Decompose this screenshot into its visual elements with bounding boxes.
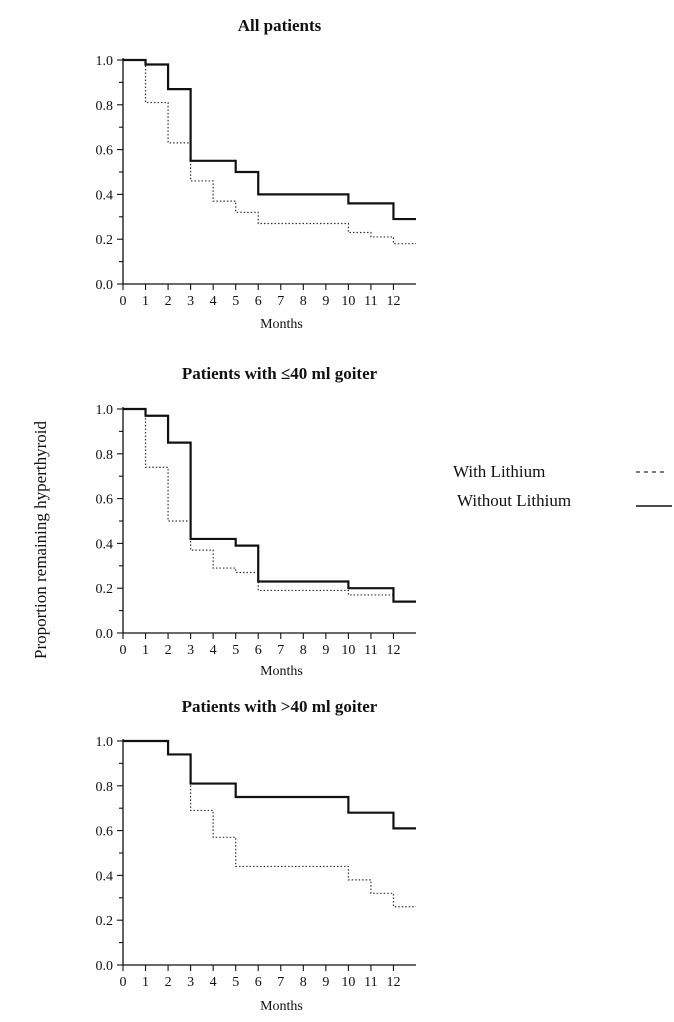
x-tick-label: 10 <box>341 975 355 990</box>
x-tick-label: 8 <box>300 975 307 990</box>
x-tick-label: 5 <box>232 294 239 309</box>
legend-label-without-lithium: Without Lithium <box>457 491 571 510</box>
y-tick-label: 0.6 <box>96 825 114 840</box>
series-line-without-lithium <box>123 739 416 830</box>
y-tick-label: 0.6 <box>96 144 114 159</box>
x-tick-label: 4 <box>210 643 217 658</box>
panel-title: Patients with >40 ml goiter <box>182 697 378 716</box>
y-tick-label: 0.2 <box>96 582 114 597</box>
x-tick-label: 11 <box>364 294 377 309</box>
x-tick-label: 1 <box>142 294 149 309</box>
y-tick-label: 0.2 <box>96 233 114 248</box>
legend-label-with-lithium: With Lithium <box>453 462 545 481</box>
x-tick-label: 10 <box>341 294 355 309</box>
y-tick-label: 0.4 <box>96 188 114 203</box>
y-axis-label: Proportion remaining hyperthyroid <box>31 421 50 659</box>
x-tick-label: 0 <box>120 975 127 990</box>
panel-title: Patients with ≤40 ml goiter <box>182 364 378 383</box>
x-tick-label: 7 <box>277 294 284 309</box>
x-tick-label: 5 <box>232 643 239 658</box>
y-tick-label: 0.8 <box>96 448 114 463</box>
chart-panel-le40-goiter: Patients with ≤40 ml goiter 0.0 0.2 0.4 0.6 0… <box>96 364 416 679</box>
x-tick-label: 12 <box>386 975 400 990</box>
x-tick-label: 5 <box>232 975 239 990</box>
x-tick-label: 2 <box>165 975 172 990</box>
x-tick-label: 1 <box>142 975 149 990</box>
y-tick-label: 1.0 <box>96 54 114 69</box>
y-tick-label: 0.2 <box>96 914 114 929</box>
x-tick-label: 8 <box>300 294 307 309</box>
x-tick-label: 2 <box>165 643 172 658</box>
x-tick-label: 3 <box>187 643 194 658</box>
y-tick-label: 1.0 <box>96 735 114 750</box>
x-tick-label: 9 <box>322 643 329 658</box>
y-tick-label: 1.0 <box>96 403 114 418</box>
x-tick-label: 9 <box>322 975 329 990</box>
y-tick-label: 0.0 <box>96 278 114 293</box>
y-tick-label: 0.4 <box>96 537 114 552</box>
x-axis-label: Months <box>260 317 303 332</box>
y-tick-label: 0.4 <box>96 869 114 884</box>
y-tick-label: 0.8 <box>96 780 114 795</box>
y-tick-label: 0.6 <box>96 493 114 508</box>
x-tick-label: 11 <box>364 975 377 990</box>
x-tick-label: 1 <box>142 643 149 658</box>
x-tick-label: 6 <box>255 975 262 990</box>
x-tick-label: 11 <box>364 643 377 658</box>
x-tick-label: 9 <box>322 294 329 309</box>
y-tick-label: 0.8 <box>96 99 114 114</box>
series-line-with-lithium <box>123 408 416 603</box>
panel-title: All patients <box>238 16 322 35</box>
series-line-without-lithium <box>123 58 416 221</box>
x-tick-label: 10 <box>341 643 355 658</box>
series-line-without-lithium <box>123 407 416 603</box>
series-line-with-lithium <box>123 740 416 908</box>
x-tick-label: 0 <box>120 294 127 309</box>
x-tick-label: 4 <box>210 294 217 309</box>
chart-panel-gt40-goiter: Patients with >40 ml goiter 0.0 0.2 0.4 0.6 0… <box>96 697 416 1014</box>
x-axis-label: Months <box>260 664 303 679</box>
y-tick-label: 0.0 <box>96 959 114 974</box>
x-tick-label: 6 <box>255 643 262 658</box>
x-tick-label: 3 <box>187 294 194 309</box>
x-tick-label: 4 <box>210 975 217 990</box>
x-tick-label: 12 <box>386 643 400 658</box>
x-tick-label: 12 <box>386 294 400 309</box>
series-line-with-lithium <box>123 59 416 245</box>
x-tick-label: 7 <box>277 975 284 990</box>
x-tick-label: 7 <box>277 643 284 658</box>
x-tick-label: 3 <box>187 975 194 990</box>
x-tick-label: 0 <box>120 643 127 658</box>
x-axis-label: Months <box>260 999 303 1014</box>
legend: With Lithium Without Lithium <box>453 462 672 510</box>
y-tick-label: 0.0 <box>96 627 114 642</box>
x-tick-label: 6 <box>255 294 262 309</box>
x-tick-label: 8 <box>300 643 307 658</box>
x-tick-label: 2 <box>165 294 172 309</box>
